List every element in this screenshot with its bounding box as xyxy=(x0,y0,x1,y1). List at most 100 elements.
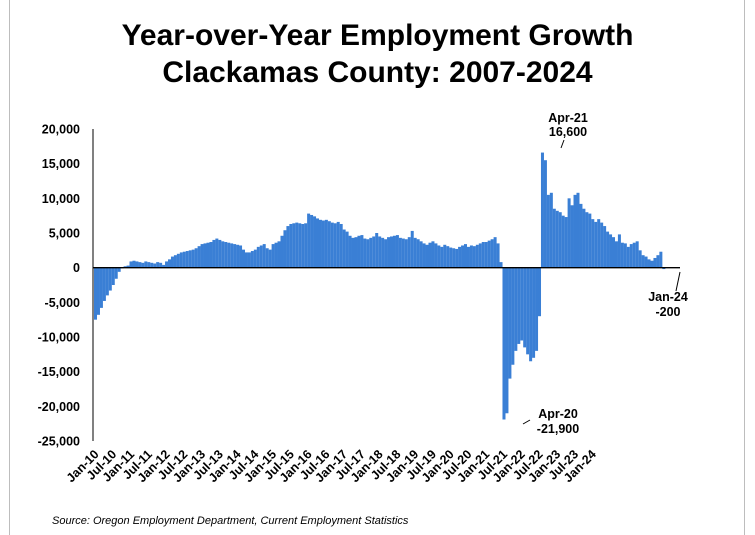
bar xyxy=(212,239,216,268)
bar xyxy=(428,242,432,268)
bar xyxy=(561,215,565,268)
chart-title: Year-over-Year Employment Growth xyxy=(121,19,634,52)
bar xyxy=(606,231,610,268)
bar xyxy=(458,246,462,268)
bar xyxy=(209,242,213,268)
bar xyxy=(641,255,645,268)
bar xyxy=(271,244,275,268)
bar xyxy=(247,252,251,268)
bar xyxy=(511,267,515,365)
bar xyxy=(434,243,438,268)
annotation-label: Apr-20 xyxy=(538,407,578,421)
bar xyxy=(153,263,157,268)
bar xyxy=(452,248,456,268)
bar xyxy=(585,212,589,268)
bar xyxy=(366,239,370,268)
annotation-value: 16,600 xyxy=(549,125,587,139)
bar xyxy=(600,222,604,268)
bar xyxy=(623,243,627,268)
bar xyxy=(552,208,556,268)
bars-group xyxy=(94,152,666,420)
bar xyxy=(653,257,657,268)
bar xyxy=(431,241,435,268)
bar xyxy=(327,221,331,268)
bar xyxy=(647,259,651,268)
bar xyxy=(345,231,349,268)
bar xyxy=(215,238,219,268)
bar xyxy=(508,267,512,379)
bar xyxy=(390,236,394,268)
bar xyxy=(597,219,601,268)
bar xyxy=(354,237,358,268)
bar xyxy=(357,235,361,268)
annotation-leader xyxy=(560,139,565,149)
bar xyxy=(603,226,607,268)
bar xyxy=(416,239,420,268)
bar xyxy=(126,265,130,268)
bar xyxy=(318,219,322,268)
bar xyxy=(111,267,115,285)
bar xyxy=(102,267,106,301)
bar xyxy=(422,243,426,268)
bar xyxy=(535,267,539,351)
bar xyxy=(286,226,290,268)
bar xyxy=(188,250,192,268)
bar xyxy=(182,251,186,268)
bar xyxy=(295,222,299,268)
bar xyxy=(117,267,121,272)
bar xyxy=(339,223,343,268)
bar xyxy=(579,203,583,268)
axes-group xyxy=(92,129,680,441)
chart-subtitle: Clackamas County: 2007-2024 xyxy=(162,56,593,89)
annotation-leader xyxy=(675,271,681,292)
bar xyxy=(617,234,621,268)
bar xyxy=(532,267,536,358)
bar xyxy=(404,239,408,268)
bar xyxy=(638,250,642,268)
bar xyxy=(147,262,151,268)
bar xyxy=(265,248,269,268)
bar xyxy=(437,245,441,268)
bar xyxy=(129,261,133,268)
bar xyxy=(301,223,305,268)
y-tick-labels: 20,000 15,000 10,000 5,000 0 -5,000 -10,000 -15… xyxy=(38,123,80,449)
bar xyxy=(478,243,482,268)
bar xyxy=(588,213,592,268)
annotation-label: Apr-21 xyxy=(548,111,588,125)
bar xyxy=(316,218,320,268)
bar xyxy=(94,267,98,320)
source-note: Source: Oregon Employment Department, Cu… xyxy=(52,515,409,527)
bar xyxy=(348,235,352,268)
bar xyxy=(224,242,228,268)
bar xyxy=(363,238,367,268)
bar xyxy=(626,246,630,268)
bar xyxy=(179,252,183,268)
bar xyxy=(250,251,254,268)
bar xyxy=(490,239,494,268)
bar xyxy=(392,235,396,268)
bar xyxy=(514,267,518,351)
bar xyxy=(612,237,616,268)
bar xyxy=(526,267,530,355)
bar xyxy=(173,255,177,268)
bar xyxy=(274,242,278,268)
bar xyxy=(203,243,207,268)
bar xyxy=(407,237,411,268)
bar xyxy=(283,230,287,268)
bar xyxy=(629,244,633,268)
bar xyxy=(259,245,263,268)
bar xyxy=(570,205,574,268)
bar xyxy=(304,223,308,268)
bar xyxy=(165,261,169,268)
bar xyxy=(99,267,103,308)
bar xyxy=(555,210,559,268)
bar xyxy=(236,244,240,268)
bar xyxy=(360,235,364,268)
bar xyxy=(342,229,346,268)
y-tick-label: -25,000 xyxy=(38,435,80,449)
bar xyxy=(280,235,284,268)
bar xyxy=(484,242,488,268)
bar xyxy=(481,242,485,268)
bar xyxy=(256,246,260,268)
bar xyxy=(493,237,497,268)
